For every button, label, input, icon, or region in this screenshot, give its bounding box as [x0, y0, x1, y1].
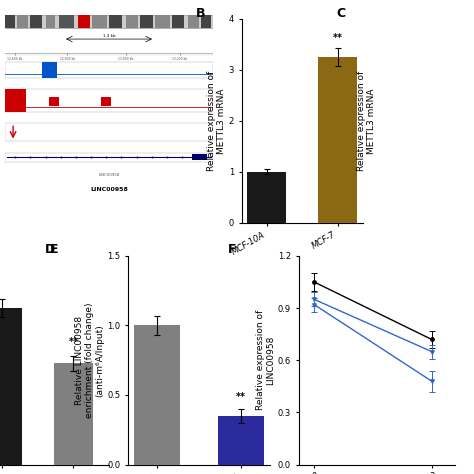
Bar — [201, 15, 211, 27]
Bar — [318, 57, 357, 223]
Bar — [17, 15, 27, 27]
Text: LINC00958: LINC00958 — [90, 188, 128, 192]
Text: 13,000 kb: 13,000 kb — [118, 56, 133, 61]
Y-axis label: Relative expression of
LINC00958: Relative expression of LINC00958 — [255, 310, 275, 410]
Bar — [59, 15, 73, 27]
Text: C: C — [337, 7, 346, 20]
Bar — [109, 15, 121, 27]
Bar — [192, 155, 207, 160]
Text: **: ** — [236, 392, 246, 402]
Text: **: ** — [68, 337, 79, 347]
Bar — [5, 153, 213, 162]
Bar — [42, 62, 57, 78]
Bar — [92, 15, 107, 27]
Text: E: E — [50, 244, 58, 256]
Bar — [54, 363, 93, 465]
Bar — [155, 15, 170, 27]
Bar — [5, 62, 213, 78]
Text: D: D — [45, 244, 55, 256]
Text: LINC00958: LINC00958 — [99, 173, 119, 177]
Text: 12,600 kb: 12,600 kb — [8, 56, 23, 61]
Bar — [5, 123, 213, 141]
Bar — [140, 15, 153, 27]
Bar — [0, 308, 22, 465]
Text: 1.3 kb: 1.3 kb — [103, 34, 115, 38]
Text: **: ** — [333, 33, 343, 43]
Y-axis label: Relative expression of
METTL3 mRNA: Relative expression of METTL3 mRNA — [207, 71, 226, 171]
Bar — [30, 15, 42, 27]
Bar — [78, 15, 90, 27]
Bar — [172, 15, 184, 27]
Bar — [135, 326, 180, 465]
Y-axis label: Relative expression of
METTL3 mRNA: Relative expression of METTL3 mRNA — [357, 71, 376, 171]
Text: 13,200 kb: 13,200 kb — [173, 56, 188, 61]
Bar — [5, 89, 26, 112]
Text: B: B — [196, 7, 205, 20]
Bar — [188, 15, 199, 27]
Y-axis label: Relative LINC00958
enrichment (fold change)
(anti-m⁶A/Input): Relative LINC00958 enrichment (fold chan… — [74, 302, 104, 418]
Bar — [5, 15, 213, 27]
Bar — [48, 97, 59, 106]
Text: 12,800 kb: 12,800 kb — [60, 56, 75, 61]
Bar — [5, 15, 15, 27]
Bar — [126, 15, 138, 27]
Bar — [247, 172, 286, 223]
Bar — [5, 89, 213, 112]
Bar — [100, 97, 111, 106]
Text: F: F — [228, 244, 237, 256]
Bar — [46, 15, 55, 27]
Bar — [218, 416, 264, 465]
